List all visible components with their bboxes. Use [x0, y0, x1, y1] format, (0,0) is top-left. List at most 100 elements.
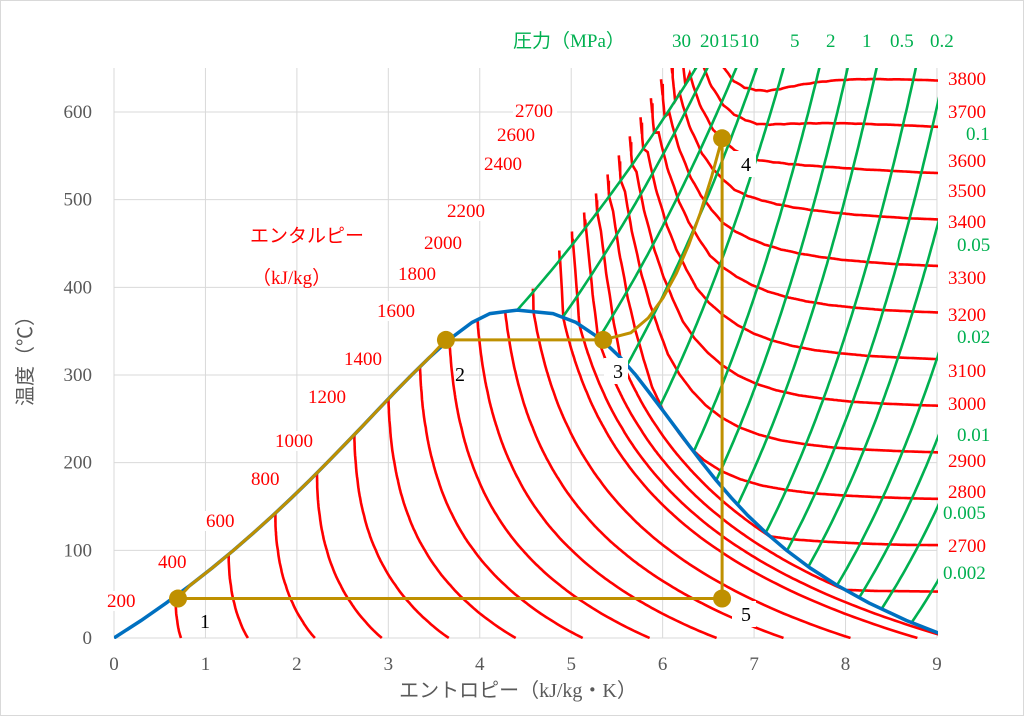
pressure-line-0.05 — [807, 218, 938, 568]
enthalpy-label-right: 3800 — [948, 69, 986, 90]
enthalpy-label-background — [445, 201, 489, 221]
annotation-labels: 12 34520040060080010001200140016001800200… — [105, 31, 990, 633]
pressure-label-right: 0.005 — [943, 503, 986, 524]
pressure-label-top: 20 — [700, 31, 719, 52]
enthalpy-label-background — [105, 591, 139, 611]
enthalpy-label-left: 1800 — [398, 264, 436, 285]
pressure-title: 圧力（MPa） — [513, 30, 625, 52]
cycle-point-label: 5 — [741, 604, 751, 626]
enthalpy-label-background — [396, 264, 440, 284]
x-tick-label: 5 — [566, 654, 576, 675]
enthalpy-label-right: 2800 — [948, 482, 986, 503]
pressure-line-20 — [561, 68, 709, 319]
x-axis-title: エントロピー（kJ/kg・K） — [399, 679, 637, 702]
pressure-label-top: 0.5 — [890, 31, 914, 52]
pressure-label-right: 0.1 — [966, 124, 990, 145]
x-tick-label: 6 — [658, 654, 668, 675]
enthalpy-line-2700 — [594, 193, 938, 547]
enthalpy-label-background — [204, 511, 238, 531]
pressure-label-top: 5 — [790, 31, 800, 52]
enthalpy-label-left: 2400 — [484, 154, 522, 175]
pressure-label-right: 0.01 — [957, 425, 990, 446]
enthalpy-label-right: 3300 — [948, 268, 986, 289]
enthalpy-line-3200 — [649, 98, 938, 314]
enthalpy-line-1600 — [448, 339, 651, 639]
enthalpy-label-left: 1600 — [377, 301, 415, 322]
enthalpy-label-left: 800 — [251, 469, 280, 490]
x-tick-label: 0 — [109, 654, 119, 675]
y-tick-label: 400 — [64, 277, 93, 298]
enthalpy-label-right: 3100 — [948, 361, 986, 382]
y-tick-label: 600 — [64, 102, 93, 123]
enthalpy-label-right: 3600 — [948, 151, 986, 172]
x-tick-label: 9 — [932, 654, 942, 675]
cycle-point-4 — [713, 129, 732, 148]
y-axis-title: 温度（℃） — [14, 306, 37, 406]
point-label-background — [732, 151, 756, 177]
pressure-label-top: 15 — [720, 31, 739, 52]
axis-ticks: 0 1 2 3 4 5 6 7 8 9 0 100 200 300 400 500 600 — [64, 102, 942, 675]
enthalpy-label-left: 1400 — [344, 349, 382, 370]
enthalpy-label-left: 2200 — [447, 201, 485, 222]
cycle-point-label: 3 — [613, 361, 623, 383]
y-tick-label: 0 — [83, 628, 93, 649]
pressure-label-right: 0.02 — [957, 327, 990, 348]
cycle-point-label: 4 — [741, 154, 751, 176]
pressure-label-top: 1 — [862, 31, 872, 52]
cycle-point-2 — [436, 330, 455, 349]
enthalpy-label-background — [482, 154, 526, 174]
enthalpy-line-400 — [227, 555, 250, 639]
enthalpy-label-left: 2000 — [424, 233, 462, 254]
enthalpy-label-left: 600 — [206, 511, 235, 532]
enthalpy-line-3100 — [639, 117, 938, 361]
cycle-point-3 — [594, 330, 613, 349]
enthalpy-line-600 — [274, 513, 316, 639]
enthalpy-label-background — [306, 387, 350, 407]
enthalpy-label-right: 3700 — [948, 102, 986, 123]
pressure-label-right: 0.002 — [943, 563, 986, 584]
point-label-background — [604, 358, 628, 384]
pressure-line-0.02 — [835, 351, 938, 586]
enthalpy-label-background — [495, 125, 539, 145]
enthalpy-label-left: 2700 — [515, 101, 553, 122]
pressure-label-top: 10 — [740, 31, 759, 52]
enthalpy-line-2000 — [503, 311, 784, 639]
enthalpy-line-2400 — [558, 250, 918, 639]
enthalpy-label-right: 2900 — [948, 451, 986, 472]
enthalpy-label-left: 2600 — [497, 125, 535, 146]
enthalpy-line-1000 — [353, 434, 450, 639]
enthalpy-label-right: 3400 — [948, 212, 986, 233]
enthalpy-unit: （kJ/kg） — [252, 267, 331, 289]
cycle-point-label: 1 — [200, 611, 210, 633]
enthalpy-line-2900 — [617, 155, 938, 454]
cycle-point-5 — [713, 589, 732, 608]
pressure-line-0.01 — [858, 433, 938, 599]
enthalpy-label-background — [342, 349, 386, 369]
pressure-line-1 — [715, 68, 849, 481]
x-tick-label: 2 — [292, 654, 302, 675]
enthalpy-label-left: 1200 — [308, 387, 346, 408]
pressure-line-0.1 — [785, 96, 938, 552]
y-tick-label: 300 — [64, 365, 93, 386]
x-tick-label: 7 — [749, 654, 759, 675]
y-tick-label: 500 — [64, 190, 93, 211]
enthalpy-line-2200 — [531, 288, 851, 639]
enthalpy-line-1400 — [418, 367, 584, 639]
enthalpy-label-right: 3000 — [948, 394, 986, 415]
enthalpy-title: エンタルピー — [250, 225, 364, 247]
plot-area — [114, 68, 938, 639]
cycle-path — [176, 137, 724, 600]
enthalpy-line-2800 — [606, 174, 938, 501]
pressure-label-top: 30 — [672, 31, 691, 52]
cycle-point-1 — [169, 589, 188, 608]
enthalpy-line-3000 — [628, 136, 938, 407]
cycle-point-label: 2 — [455, 364, 465, 386]
pressure-line-5 — [658, 68, 785, 408]
point-label-background — [732, 601, 756, 627]
x-tick-label: 4 — [475, 654, 485, 675]
grid — [113, 68, 938, 639]
enthalpy-label-background — [249, 469, 283, 489]
y-tick-label: 200 — [64, 453, 93, 474]
